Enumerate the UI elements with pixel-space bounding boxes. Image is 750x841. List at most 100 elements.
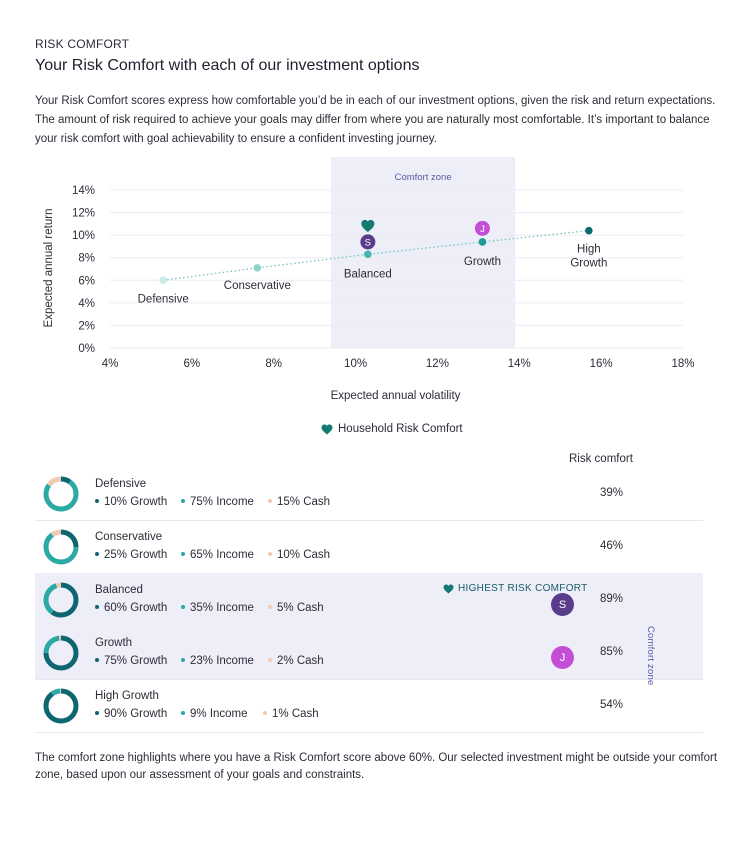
page-title: Your Risk Comfort with each of our inves… (35, 57, 420, 74)
fund-name: Growth (95, 637, 133, 649)
donut-segment (43, 635, 79, 671)
fund-name: Balanced (95, 584, 143, 596)
bullet-dot (268, 498, 272, 503)
y-tick-label: 12% (72, 208, 95, 220)
y-tick-label: 2% (78, 320, 95, 332)
highest-risk-comfort-badge: HIGHEST RISK COMFORT (443, 583, 588, 594)
fund-name: High Growth (95, 690, 159, 702)
bullet-dot (263, 710, 267, 715)
cash-share: 1% Cash (263, 708, 319, 720)
donut-segment (43, 476, 79, 512)
bullet-dot (181, 498, 185, 503)
x-tick-label: 10% (344, 358, 367, 370)
bullet-dot (268, 657, 272, 662)
y-axis-label: Expected annual return (43, 209, 55, 328)
point-label: Defensive (138, 293, 189, 305)
fund-name: Conservative (95, 531, 163, 543)
bullet-dot (181, 657, 185, 662)
bullet-dot (95, 604, 99, 609)
x-axis-label: Expected annual volatility (331, 390, 461, 402)
heart-icon (321, 424, 333, 434)
bullet-dot (181, 710, 185, 715)
comfort-zone-band (331, 157, 516, 348)
bullet-dot (95, 710, 99, 715)
bullet-dot (95, 551, 99, 556)
y-tick-label: 4% (78, 298, 95, 310)
data-point (159, 276, 168, 285)
allocation-donut (43, 635, 79, 671)
y-tick-label: 10% (72, 230, 95, 242)
income-share: 9% Income (181, 708, 248, 720)
avatar: J (551, 646, 574, 669)
heart-icon (361, 219, 375, 233)
cash-share: 15% Cash (268, 496, 330, 508)
donut-segment (43, 582, 79, 618)
donut-segment (43, 476, 79, 512)
x-tick-label: 12% (426, 358, 449, 370)
income-share: 35% Income (181, 602, 254, 614)
growth-share: 75% Growth (95, 655, 167, 667)
avatar-marker (360, 234, 376, 250)
avatar-marker (474, 220, 490, 236)
risk-comfort-score: 54% (600, 699, 624, 711)
bullet-dot (181, 604, 185, 609)
heart-icon (443, 583, 454, 594)
point-label: High (577, 244, 601, 256)
fund-row-high-growth: High Growth 90% Growth 9% Income 1% Cash 54% (35, 679, 703, 733)
donut-segment (43, 688, 79, 724)
income-share: 75% Income (181, 496, 254, 508)
y-tick-label: 8% (78, 253, 95, 265)
x-tick-label: 18% (671, 358, 694, 370)
avatar-marker-label: S (365, 237, 371, 248)
y-tick-label: 14% (72, 185, 95, 197)
point-label: Balanced (344, 268, 392, 280)
allocation-donut (43, 582, 79, 618)
x-tick-label: 16% (590, 358, 613, 370)
y-tick-label: 0% (78, 343, 95, 355)
income-share: 65% Income (181, 549, 254, 561)
bullet-dot (95, 657, 99, 662)
growth-share: 90% Growth (95, 708, 167, 720)
income-share: 23% Income (181, 655, 254, 667)
data-point (364, 250, 372, 259)
cash-share: 2% Cash (268, 655, 324, 667)
risk-comfort-score: 39% (600, 487, 624, 499)
trend-line (163, 229, 589, 281)
bullet-dot (268, 551, 272, 556)
bullet-dot (268, 604, 272, 609)
risk-comfort-score: 46% (600, 540, 624, 552)
avatar: S (551, 593, 574, 616)
cash-share: 5% Cash (268, 602, 324, 614)
fund-row-conservative: Conservative 25% Growth 65% Income 10% Cash… (35, 520, 703, 574)
donut-segment (43, 529, 79, 565)
section-eyebrow: RISK COMFORT (35, 37, 130, 51)
donut-segment (43, 582, 79, 618)
risk-comfort-score: 89% (600, 593, 624, 605)
footer-note: The comfort zone highlights where you ha… (35, 752, 718, 781)
avatar-marker-label: J (480, 224, 485, 235)
allocation-donut (43, 529, 79, 565)
donut-segment (43, 688, 79, 724)
comfort-zone-table-label: Comfort zone (645, 626, 656, 686)
fund-row-balanced: Balanced 60% Growth 35% Income 5% Cash S HIGH… (35, 573, 703, 627)
legend-label: Household Risk Comfort (338, 423, 463, 435)
data-point (585, 226, 593, 235)
allocation-donut (43, 688, 79, 724)
point-label: Growth (570, 258, 607, 270)
x-tick-label: 6% (184, 358, 201, 370)
point-label: Conservative (224, 280, 291, 292)
bullet-dot (95, 498, 99, 503)
x-tick-label: 14% (508, 358, 531, 370)
data-point (253, 264, 262, 272)
y-tick-label: 6% (78, 275, 95, 287)
allocation-donut (43, 476, 79, 512)
fund-row-growth: Growth 75% Growth 23% Income 2% Cash J 85% (35, 626, 703, 680)
donut-segment (43, 529, 79, 565)
growth-share: 10% Growth (95, 496, 167, 508)
risk-comfort-header: Risk comfort (569, 453, 633, 465)
risk-return-chart: Comfort zone 0% 2% 4% 6% 8% 10% 12% 14% 4% 6% 8% 10%… (43, 157, 695, 402)
fund-name: Defensive (95, 478, 147, 490)
point-label: Growth (464, 256, 501, 268)
growth-share: 25% Growth (95, 549, 167, 561)
intro-text: Your Risk Comfort scores express how com… (35, 95, 716, 145)
